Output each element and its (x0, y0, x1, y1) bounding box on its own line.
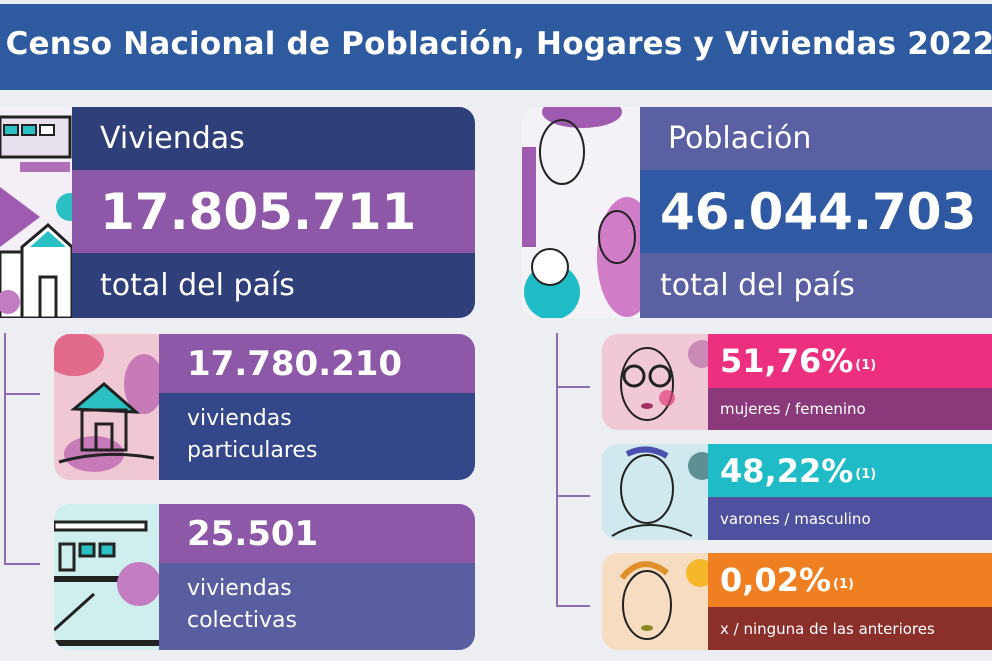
mujeres-value: 51,76% (720, 342, 854, 380)
colectivas-value: 25.501 (159, 504, 475, 563)
houses-illustration (0, 107, 72, 318)
tree-connector (4, 333, 6, 565)
tree-branch (4, 393, 40, 395)
tree-connector (556, 333, 558, 607)
poblacion-label: Población (640, 107, 992, 170)
house-illustration (54, 334, 159, 480)
viviendas-sublabel: total del país (72, 253, 475, 318)
poblacion-card: Población 46.044.703 total del país (640, 107, 992, 318)
tree-branch (556, 386, 590, 388)
viviendas-label: Viviendas (72, 107, 475, 170)
x-card: 0,02% (1) x / ninguna de las anteriores (708, 553, 992, 650)
people-illustration (522, 107, 640, 318)
particulares-label-2: particulares (187, 438, 318, 463)
poblacion-sublabel: total del país (640, 253, 992, 318)
tree-branch (556, 495, 590, 497)
poblacion-total: 46.044.703 (640, 170, 992, 253)
varones-card: 48,22% (1) varones / masculino (708, 444, 992, 540)
person-face-illustration (602, 553, 708, 650)
viviendas-particulares-card: 17.780.210 viviendas particulares (159, 334, 475, 480)
man-face-illustration (602, 444, 708, 540)
varones-value: 48,22% (720, 451, 854, 490)
footnote-mark: (1) (833, 576, 854, 592)
x-value: 0,02% (720, 561, 832, 599)
tree-branch (4, 563, 40, 565)
tree-branch (556, 605, 590, 607)
particulares-label-1: viviendas (187, 406, 292, 431)
building-illustration (54, 504, 159, 650)
mujeres-card: 51,76% (1) mujeres / femenino (708, 334, 992, 430)
varones-label: varones / masculino (708, 497, 992, 540)
viviendas-colectivas-card: 25.501 viviendas colectivas (159, 504, 475, 650)
particulares-value: 17.780.210 (159, 334, 475, 393)
mujeres-label: mujeres / femenino (708, 388, 992, 430)
footnote-mark: (1) (855, 467, 877, 482)
woman-face-illustration (602, 334, 708, 430)
colectivas-label-1: viviendas (187, 576, 292, 601)
page-title: Censo Nacional de Población, Hogares y V… (5, 26, 992, 62)
footnote-mark: (1) (855, 357, 877, 373)
viviendas-card: Viviendas 17.805.711 total del país (72, 107, 475, 318)
x-label: x / ninguna de las anteriores (708, 607, 992, 650)
title-banner: Censo Nacional de Población, Hogares y V… (0, 4, 992, 90)
colectivas-label-2: colectivas (187, 608, 297, 633)
viviendas-total: 17.805.711 (72, 170, 475, 253)
